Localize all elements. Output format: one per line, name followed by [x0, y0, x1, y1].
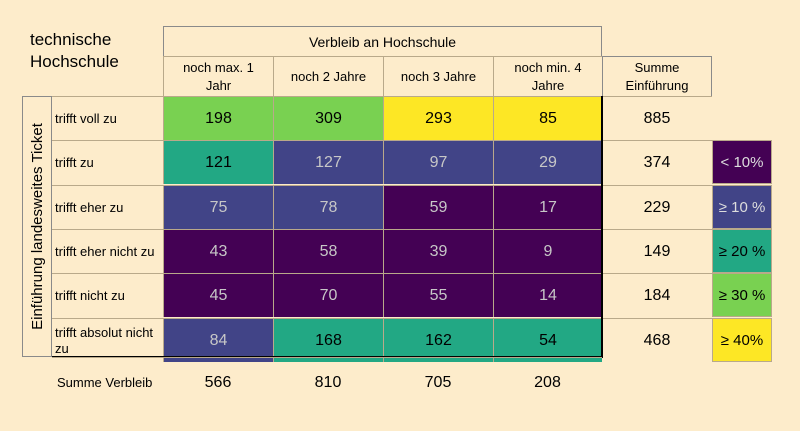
table-cell: 121 — [163, 140, 273, 184]
column-header: noch 2 Jahre — [273, 56, 383, 96]
table-title: technische Hochschule — [30, 30, 119, 71]
table-cell: 127 — [273, 140, 383, 184]
table-cell: 59 — [383, 185, 493, 229]
sum-cell: 149 — [602, 229, 712, 273]
bottom-sum-cell: 208 — [493, 357, 602, 407]
table-cell: 45 — [163, 273, 273, 317]
legend-item: ≥ 20 % — [712, 229, 772, 273]
table-cell: 84 — [163, 318, 273, 362]
sum-cell: 374 — [602, 140, 712, 184]
row-label: trifft eher nicht zu — [52, 229, 163, 273]
table-cell: 55 — [383, 273, 493, 317]
bottom-sum-cell: 705 — [383, 357, 493, 407]
bottom-sum-cell: 566 — [163, 357, 273, 407]
legend-item: ≥ 30 % — [712, 273, 772, 317]
side-label-text: Einführung landesweites Ticket — [28, 123, 46, 330]
divider-vertical — [601, 96, 603, 358]
table-cell: 39 — [383, 229, 493, 273]
table-cell: 168 — [273, 318, 383, 362]
table-cell: 58 — [273, 229, 383, 273]
row-label: trifft zu — [52, 140, 163, 184]
sum-header: Summe Einführung — [602, 56, 712, 96]
table-cell: 293 — [383, 96, 493, 140]
column-header: noch min. 4 Jahre — [493, 56, 602, 96]
table-cell: 29 — [493, 140, 602, 184]
bottom-row-label: Summe Verbleib — [52, 357, 163, 407]
legend-item: ≥ 40% — [712, 318, 772, 362]
row-label: trifft eher zu — [52, 185, 163, 229]
table-cell: 70 — [273, 273, 383, 317]
table-cell: 17 — [493, 185, 602, 229]
table-cell: 198 — [163, 96, 273, 140]
row-label: trifft absolut nicht zu — [52, 318, 163, 362]
sum-cell: 885 — [602, 96, 712, 140]
legend-item: ≥ 10 % — [712, 185, 772, 229]
legend-item: < 10% — [712, 140, 772, 184]
side-label: Einführung landesweites Ticket — [22, 96, 52, 357]
sum-cell: 229 — [602, 185, 712, 229]
column-header: noch max. 1 Jahr — [163, 56, 273, 96]
table-cell: 75 — [163, 185, 273, 229]
table-cell: 14 — [493, 273, 602, 317]
table-cell: 309 — [273, 96, 383, 140]
table-cell: 162 — [383, 318, 493, 362]
table-cell: 97 — [383, 140, 493, 184]
table-cell: 9 — [493, 229, 602, 273]
bottom-sum-cell: 810 — [273, 357, 383, 407]
table-cell: 54 — [493, 318, 602, 362]
table-cell: 78 — [273, 185, 383, 229]
row-label: trifft nicht zu — [52, 273, 163, 317]
table-cell: 85 — [493, 96, 602, 140]
column-header: noch 3 Jahre — [383, 56, 493, 96]
sum-cell: 468 — [602, 318, 712, 362]
sum-cell: 184 — [602, 273, 712, 317]
row-label: trifft voll zu — [52, 96, 163, 140]
group-header: Verbleib an Hochschule — [163, 26, 602, 56]
table-cell: 43 — [163, 229, 273, 273]
